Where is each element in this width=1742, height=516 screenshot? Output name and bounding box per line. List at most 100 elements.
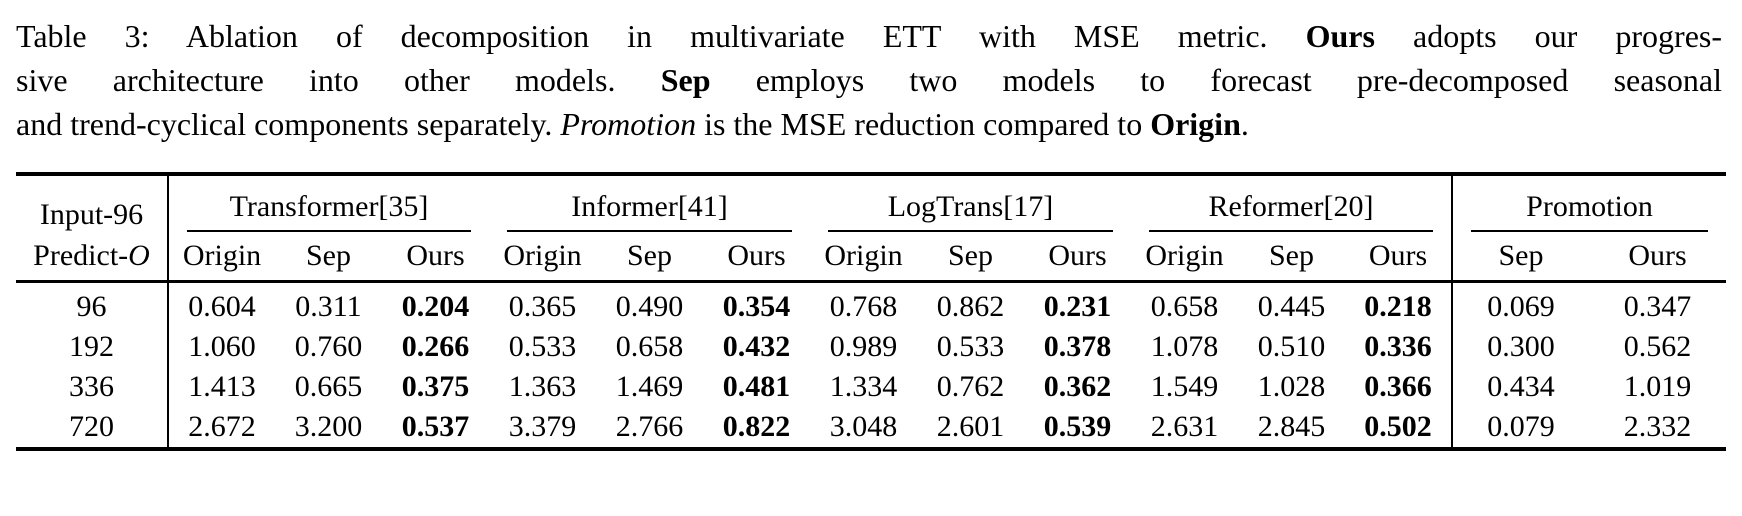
mse-value-cell: 0.604 [188, 290, 256, 323]
mse-value-cell: 0.378 [1043, 330, 1112, 363]
mse-value-cell: 1.363 [508, 370, 577, 403]
mse-value-cell: 0.354 [722, 290, 791, 323]
group-header-label: Transformer[35] [187, 190, 471, 232]
mse-value-cell: 3.379 [508, 410, 577, 443]
column-header-ours: Ours [1589, 232, 1726, 283]
mse-value-cell: 0.658 [1150, 290, 1219, 323]
mse-value-cell: 0.533 [508, 330, 577, 363]
group-header-label: Informer[41] [507, 190, 792, 232]
caption-text: adopts our progres- [1374, 18, 1723, 54]
column-header-origin: Origin [168, 232, 275, 283]
mse-value-cell: 0.432 [722, 330, 791, 363]
mse-value-cell: 0.366 [1364, 370, 1432, 403]
mse-value-cell: 0.481 [722, 370, 791, 403]
group-header: Reformer[20] [1131, 174, 1452, 232]
column-header-sep: Sep [596, 232, 703, 283]
table-row: 720 2.672 3.200 0.537 3.379 2.766 0.822 3.048 2.… [16, 407, 1726, 449]
mse-value-cell: 0.204 [401, 290, 470, 323]
mse-value-cell: 0.510 [1257, 330, 1326, 363]
mse-value-cell: 0.079 [1451, 407, 1589, 449]
caption-text: sive architecture into other models. [16, 62, 661, 98]
mse-value-cell: 0.490 [615, 290, 684, 323]
caption-bold-ours: Ours [1305, 18, 1375, 54]
mse-value-cell: 0.445 [1257, 290, 1326, 323]
mse-value-cell: 0.768 [829, 290, 898, 323]
mse-value-cell: 2.845 [1257, 410, 1326, 443]
mse-value-cell: 2.631 [1150, 410, 1219, 443]
mse-value-cell: 0.533 [936, 330, 1005, 363]
table-caption: Table 3: Ablation of decomposition in mu… [16, 14, 1722, 146]
mse-value-cell: 0.336 [1364, 330, 1432, 363]
mse-value-cell: 0.218 [1364, 290, 1432, 323]
table-row: 336 1.413 0.665 0.375 1.363 1.469 0.481 1.334 0.… [16, 367, 1726, 407]
mse-value-cell: 1.028 [1257, 370, 1326, 403]
mse-value-cell: 1.334 [829, 370, 898, 403]
predict-text: Predict- [33, 239, 129, 272]
mse-value-cell: 0.762 [936, 370, 1005, 403]
mse-value-cell: 0.362 [1043, 370, 1112, 403]
caption-text: and trend-cyclical components separately… [16, 106, 561, 142]
caption-text: . [1240, 106, 1249, 142]
column-header-sep: Sep [917, 232, 1024, 283]
paper-page: Table 3: Ablation of decomposition in mu… [16, 14, 1726, 451]
caption-text: employs two models to forecast pre-decom… [710, 62, 1723, 98]
table-body: 96 0.604 0.311 0.204 0.365 0.490 0.354 0.768 0.8… [16, 281, 1726, 449]
column-header-ours: Ours [382, 232, 489, 283]
mse-value-cell: 2.332 [1623, 410, 1692, 443]
mse-value-cell: 2.672 [188, 410, 256, 443]
predict-horizon-symbol: O [128, 239, 150, 272]
mse-value-cell: 0.502 [1364, 410, 1432, 443]
column-header-sep: Sep [275, 232, 382, 283]
group-header: LogTrans[17] [810, 174, 1131, 232]
group-header-row: Input-96 Transformer[35] Informer[41] LogTr… [16, 174, 1726, 232]
mse-value-cell: 3.200 [294, 410, 363, 443]
mse-value-cell: 0.300 [1451, 327, 1589, 367]
column-header-origin: Origin [810, 232, 917, 283]
caption-bold-origin: Origin [1150, 106, 1241, 142]
predict-length-cell: 96 [16, 281, 169, 327]
caption-text: is the MSE reduction compared to [696, 106, 1151, 142]
caption-line-3: and trend-cyclical components separately… [16, 102, 1722, 146]
mse-value-cell: 0.375 [401, 370, 470, 403]
mse-value-cell: 1.060 [188, 330, 256, 363]
caption-bold-sep: Sep [660, 62, 711, 98]
mse-value-cell: 3.048 [829, 410, 898, 443]
mse-value-cell: 0.365 [508, 290, 577, 323]
mse-value-cell: 0.231 [1043, 290, 1112, 323]
mse-value-cell: 0.347 [1623, 290, 1692, 323]
mse-value-cell: 0.658 [615, 330, 684, 363]
predict-length-cell: 336 [16, 367, 169, 407]
mse-value-cell: 1.078 [1150, 330, 1219, 363]
table-row: 96 0.604 0.311 0.204 0.365 0.490 0.354 0.768 0.8… [16, 281, 1726, 327]
mse-value-cell: 1.413 [188, 370, 256, 403]
table-row: 192 1.060 0.760 0.266 0.533 0.658 0.432 0.989 0.… [16, 327, 1726, 367]
group-header-label: LogTrans[17] [828, 190, 1113, 232]
caption-text: Table 3: Ablation of decomposition in mu… [16, 18, 1306, 54]
corner-input-label: Input-96 [16, 174, 169, 232]
column-header-sep: Sep [1238, 232, 1345, 283]
group-header: Promotion [1451, 174, 1726, 232]
mse-value-cell: 0.537 [401, 410, 470, 443]
mse-value-cell: 0.665 [294, 370, 363, 403]
mse-value-cell: 0.562 [1623, 330, 1692, 363]
mse-value-cell: 1.469 [615, 370, 684, 403]
predict-length-cell: 192 [16, 327, 169, 367]
mse-value-cell: 0.989 [829, 330, 898, 363]
caption-line-2: sive architecture into other models. Sep… [16, 58, 1722, 102]
mse-value-cell: 2.601 [936, 410, 1005, 443]
mse-value-cell: 0.760 [294, 330, 363, 363]
group-header: Transformer[35] [168, 174, 489, 232]
column-header-row: Predict-O Origin Sep Ours Origin Sep Ours Origi… [16, 232, 1726, 283]
mse-value-cell: 0.266 [401, 330, 470, 363]
predict-length-cell: 720 [16, 407, 169, 449]
corner-predict-label: Predict-O [16, 232, 169, 283]
caption-line-1: Table 3: Ablation of decomposition in mu… [16, 14, 1722, 58]
group-header-label: Reformer[20] [1149, 190, 1433, 232]
mse-value-cell: 0.311 [295, 290, 362, 323]
column-header-ours: Ours [1345, 232, 1452, 283]
column-header-ours: Ours [703, 232, 810, 283]
mse-value-cell: 0.822 [722, 410, 791, 443]
ablation-table: Input-96 Transformer[35] Informer[41] LogTr… [16, 172, 1726, 451]
column-header-origin: Origin [489, 232, 596, 283]
column-header-origin: Origin [1131, 232, 1238, 283]
